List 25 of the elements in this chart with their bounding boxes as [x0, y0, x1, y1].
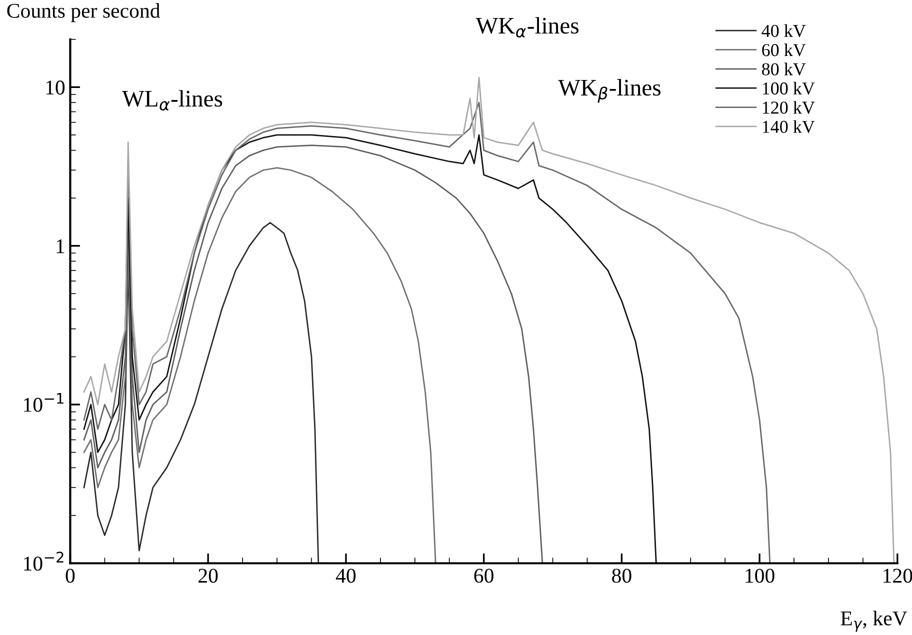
annotation: WL$_{α}$-lines: [122, 90, 222, 111]
y-axis-title: Counts per second: [7, 3, 160, 22]
x-tick-label: 40: [336, 568, 356, 583]
x-axis-title: E$_{γ}$, keV: [840, 610, 908, 632]
line-series: [83, 134, 657, 564]
x-tick-label: 80: [612, 568, 632, 583]
legend-label: 80 kV: [762, 62, 806, 76]
legend-label: 60 kV: [762, 43, 806, 56]
line-series: [83, 76, 895, 564]
legend-label: 120 kV: [762, 101, 815, 114]
y-tick-label: 10$^{−2}$: [24, 552, 64, 571]
y-tick-label: 1: [56, 239, 64, 254]
legend-label: 140 kV: [762, 120, 815, 134]
x-tick-label: 0: [66, 568, 75, 583]
x-tick-label: 120: [884, 568, 912, 583]
y-tick-label: 10: [46, 80, 65, 95]
x-tick-label: 60: [474, 568, 494, 583]
x-tick-label: 20: [198, 568, 218, 583]
annotation: WK$_{β}$-lines: [558, 79, 660, 103]
x-tick-label: 100: [746, 568, 774, 583]
legend-label: 100 kV: [762, 82, 815, 95]
y-tick-label: 10$^{−1}$: [24, 393, 64, 412]
annotation: WK$_{α}$-lines: [476, 17, 578, 38]
legend-label: 40 kV: [762, 24, 806, 38]
line-series: [83, 222, 320, 564]
